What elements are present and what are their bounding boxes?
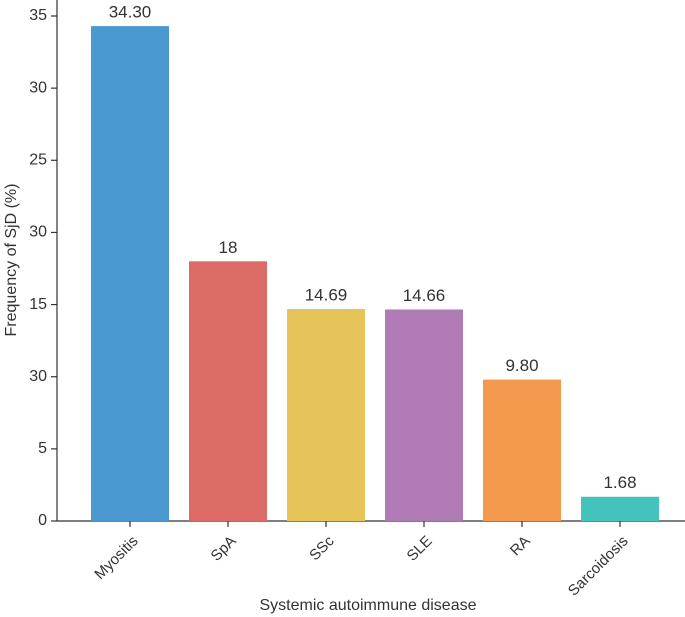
value-label: 34.30 (109, 3, 152, 22)
bar (581, 496, 659, 521)
x-tick-label: SSc (306, 532, 338, 564)
y-tick-label: 30 (29, 368, 47, 385)
y-tick-label: 30 (29, 224, 47, 241)
y-tick-label: 30 (29, 79, 47, 96)
x-tick-label: Myositis (91, 533, 141, 583)
x-tick-label: RA (507, 533, 534, 560)
bar (287, 309, 365, 521)
value-label: 9.80 (505, 356, 538, 375)
x-tick-label: SLE (404, 533, 436, 565)
y-tick-label: 5 (38, 440, 47, 457)
bar (91, 26, 169, 521)
x-axis-label: Systemic autoimmune disease (260, 597, 477, 614)
value-label: 18 (219, 238, 238, 257)
value-label: 1.68 (603, 473, 636, 492)
bar (483, 379, 561, 521)
x-tick-label: Sarcoidosis (565, 533, 632, 600)
y-axis-label: Frequency of SjD (%) (3, 184, 20, 337)
value-label: 14.69 (305, 286, 348, 305)
bar (385, 309, 463, 521)
y-tick-label: 25 (29, 152, 47, 169)
y-tick-label: 0 (38, 512, 47, 529)
x-tick-label: SpA (208, 533, 240, 565)
bar (189, 261, 267, 521)
y-tick-label: 35 (29, 7, 47, 24)
y-tick-label: 15 (29, 296, 47, 313)
value-label: 14.66 (403, 286, 446, 305)
